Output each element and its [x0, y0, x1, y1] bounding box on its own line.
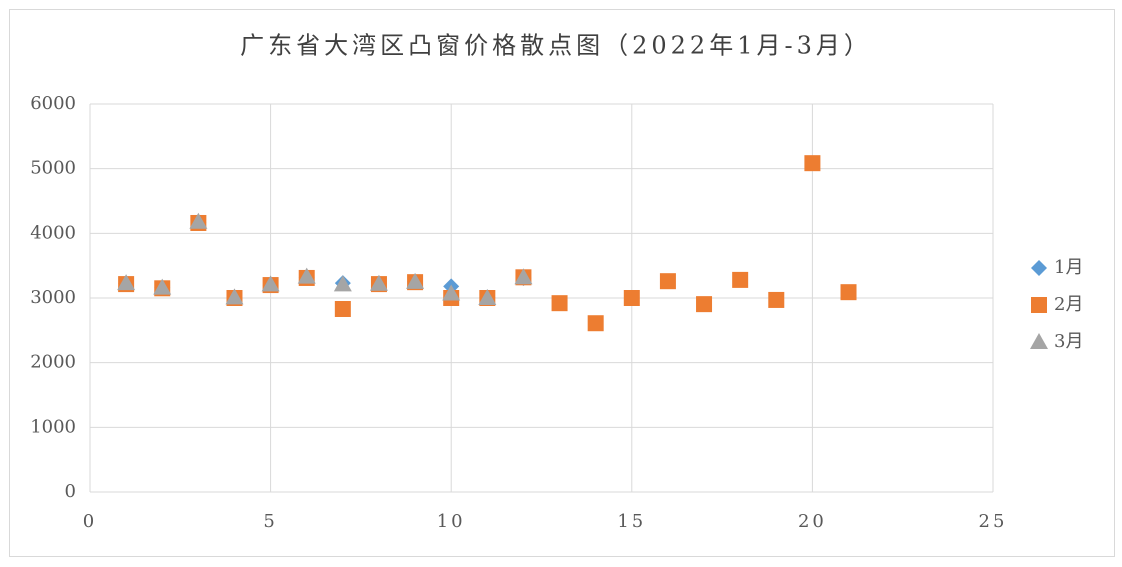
point	[659, 273, 676, 290]
legend-label: 2月	[1054, 294, 1083, 315]
chart-title: 广东省大湾区凸窗价格散点图（2022年1月-3月）	[240, 32, 872, 60]
y-tick-label: 6000	[30, 93, 76, 114]
point	[442, 284, 461, 301]
point	[117, 274, 136, 291]
chart-border	[9, 9, 1115, 557]
point	[153, 278, 172, 295]
legend-marker	[1031, 297, 1047, 313]
point	[696, 296, 713, 313]
legend-marker	[1030, 333, 1048, 349]
point	[478, 289, 497, 305]
point	[587, 315, 604, 332]
x-tick-label: 15	[617, 511, 646, 532]
x-tick-label: 25	[979, 511, 1008, 532]
legend-marker	[1031, 260, 1047, 276]
point	[334, 300, 351, 317]
point	[732, 271, 749, 288]
y-tick-label: 3000	[30, 287, 76, 308]
legend-label: 1月	[1054, 257, 1083, 278]
point	[551, 295, 568, 312]
point	[261, 275, 280, 292]
y-tick-label: 2000	[30, 352, 76, 373]
y-tick-label: 0	[65, 481, 76, 502]
point	[623, 290, 640, 306]
y-tick-label: 4000	[30, 222, 76, 243]
point	[189, 212, 208, 229]
point	[333, 275, 352, 292]
x-tick-label: 20	[798, 511, 827, 532]
y-tick-label: 5000	[30, 158, 76, 179]
point	[406, 272, 425, 289]
y-tick-label: 1000	[30, 416, 76, 437]
point	[297, 267, 316, 284]
x-tick-label: 0	[83, 511, 97, 532]
point	[768, 291, 785, 308]
legend-label: 3月	[1054, 331, 1083, 352]
point	[514, 268, 533, 285]
x-tick-label: 10	[437, 511, 466, 532]
x-tick-label: 5	[263, 511, 277, 532]
point	[369, 274, 388, 291]
point	[804, 155, 821, 172]
point	[225, 288, 244, 305]
point	[840, 284, 857, 301]
